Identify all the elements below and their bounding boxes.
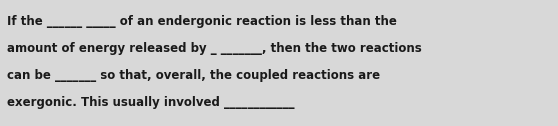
Text: amount of energy released by _ _______, then the two reactions: amount of energy released by _ _______, … [7, 42, 422, 55]
Text: can be _______ so that, overall, the coupled reactions are: can be _______ so that, overall, the cou… [7, 69, 381, 82]
Text: exergonic. This usually involved ____________: exergonic. This usually involved _______… [7, 96, 295, 109]
Text: If the ______ _____ of an endergonic reaction is less than the: If the ______ _____ of an endergonic rea… [7, 15, 397, 28]
